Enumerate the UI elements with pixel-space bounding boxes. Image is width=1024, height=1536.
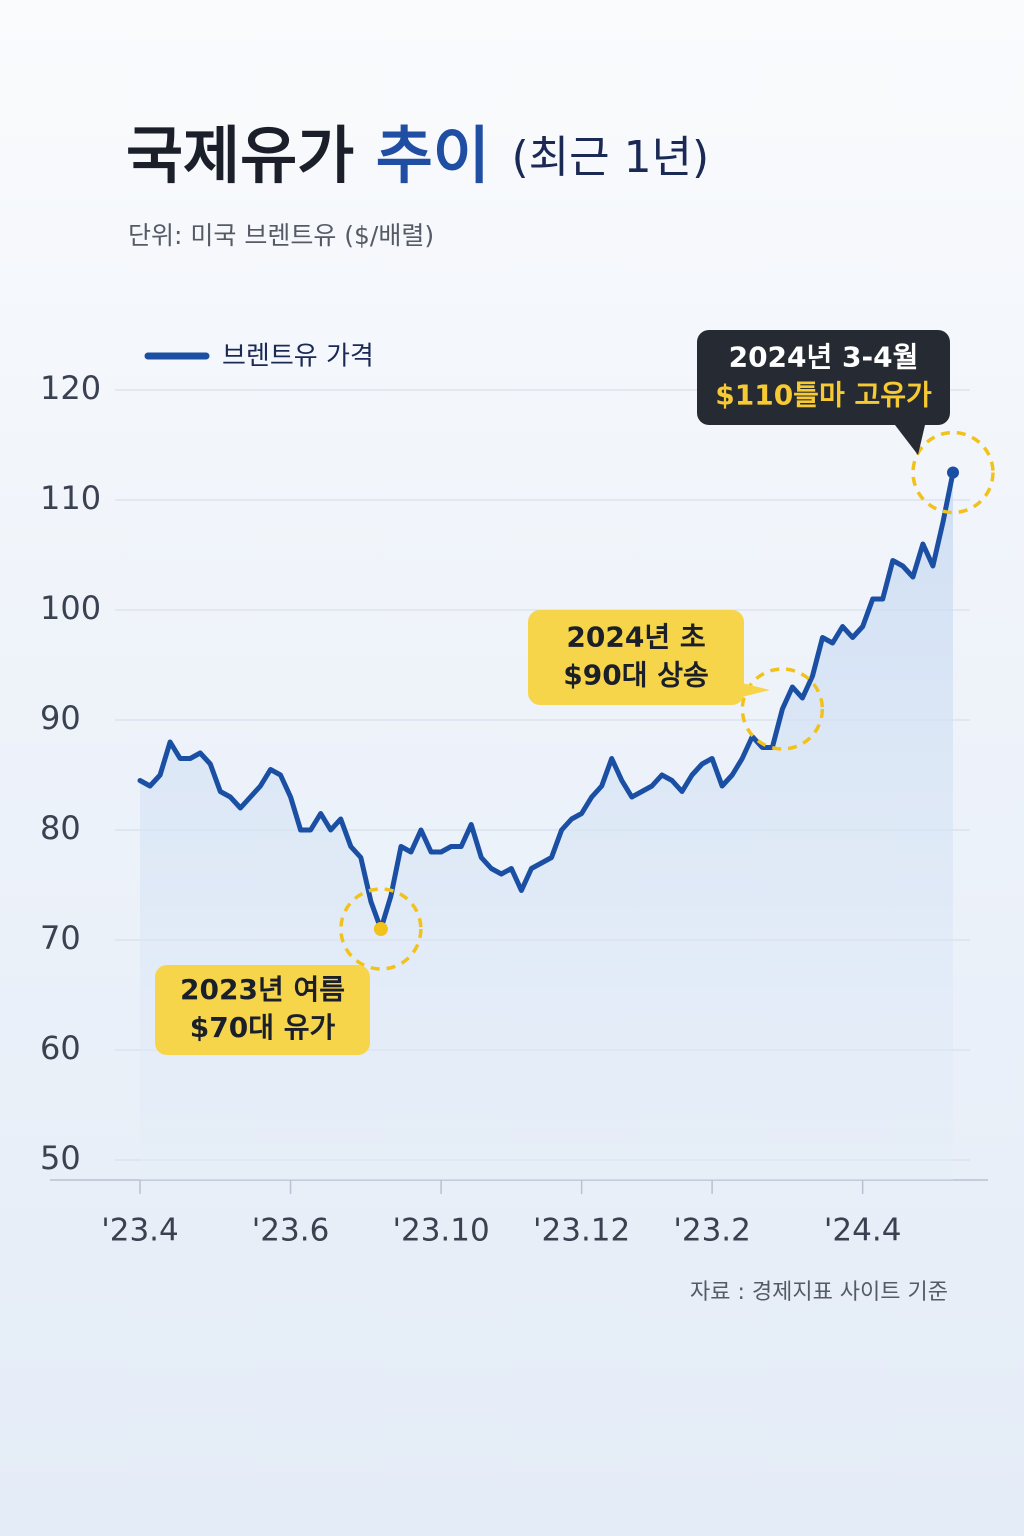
callout-text: $110틀마 고유가	[715, 379, 932, 412]
title-part: 국제유가	[126, 119, 354, 192]
x-tick-label: '23.6	[252, 1213, 330, 1249]
callout-text: 2024년 초	[566, 621, 705, 654]
callout-tail	[895, 425, 925, 455]
subtitle: 단위: 미국 브렌트유 ($/배렬)	[128, 221, 434, 250]
y-tick-label: 90	[40, 699, 81, 737]
x-tick-label: '23.4	[101, 1213, 179, 1249]
callout-box	[155, 965, 370, 1055]
legend-label: 브렌트유 가격	[222, 342, 374, 372]
highlight-ring	[339, 887, 423, 971]
x-tick-label: '23.10	[392, 1213, 489, 1249]
y-tick-label: 120	[40, 369, 101, 407]
chart-title: 국제유가 추이 (최근 1년)	[126, 119, 709, 192]
y-tick-label: 70	[40, 919, 81, 957]
source-note: 자료 : 경제지표 사이트 기준	[690, 1280, 948, 1305]
y-tick-label: 60	[40, 1029, 81, 1067]
title-part: (최근 1년)	[511, 132, 709, 183]
callout-text: $90대 상송	[563, 659, 708, 692]
callout-text: 2024년 3-4월	[729, 341, 919, 374]
end-point	[947, 466, 959, 479]
x-tick-label: '24.4	[824, 1213, 902, 1249]
y-tick-label: 100	[40, 589, 101, 627]
callout-text: $70대 유가	[190, 1011, 336, 1044]
x-tick-label: '23.2	[673, 1213, 751, 1249]
y-tick-label: 80	[40, 809, 81, 847]
highlight-ring	[740, 667, 825, 751]
title-part: 추이	[376, 119, 490, 192]
data-line	[137, 470, 956, 932]
highlight-dot	[373, 922, 388, 936]
highlight-ring	[911, 430, 995, 515]
callout-box	[528, 610, 744, 705]
x-tick-label: '23.12	[533, 1213, 630, 1249]
y-tick-label: 110	[40, 479, 101, 517]
callout-text: 2023년 여름	[180, 973, 345, 1006]
callout-box	[697, 330, 950, 425]
y-tick-label: 50	[40, 1139, 81, 1177]
